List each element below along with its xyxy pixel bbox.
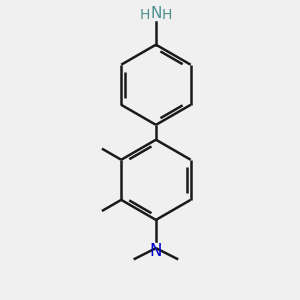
Text: N: N: [150, 6, 162, 21]
Text: H: H: [140, 8, 150, 22]
Text: N: N: [150, 242, 162, 260]
Text: H: H: [162, 8, 172, 22]
